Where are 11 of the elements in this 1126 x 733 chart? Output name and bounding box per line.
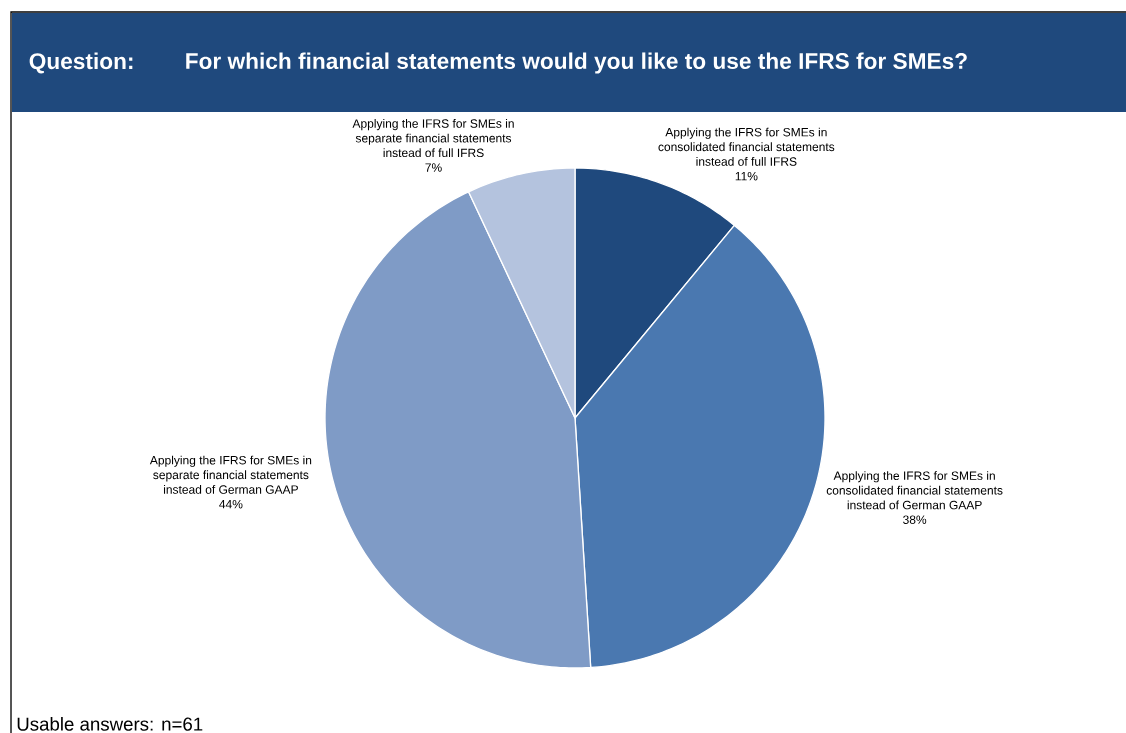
data-label: 7% [425, 163, 442, 172]
slice-label: Applying the IFRS for SMEs in separate financial statements instead of German GAAP [149, 455, 312, 494]
slice-label: Applying the IFRS for SMEs in consolidated financial statements instead of German GAAP [826, 471, 1003, 510]
data-label: 44% [219, 500, 243, 509]
text: Usable answers: n=61 [17, 717, 203, 731]
data-label: 38% [903, 515, 927, 524]
slice-label: Applying the IFRS for SMEs in consolidated financial statements instead of full IFRS [658, 127, 835, 166]
slice-label: Applying the IFRS for SMEs in separate financial statements instead of full IFRS [352, 118, 514, 158]
chart-title: Question: [29, 52, 133, 74]
chart-subtitle: For which financial statements would you like to use the IFRS for SMEs? [186, 52, 967, 74]
data-label: 11% [735, 172, 758, 181]
